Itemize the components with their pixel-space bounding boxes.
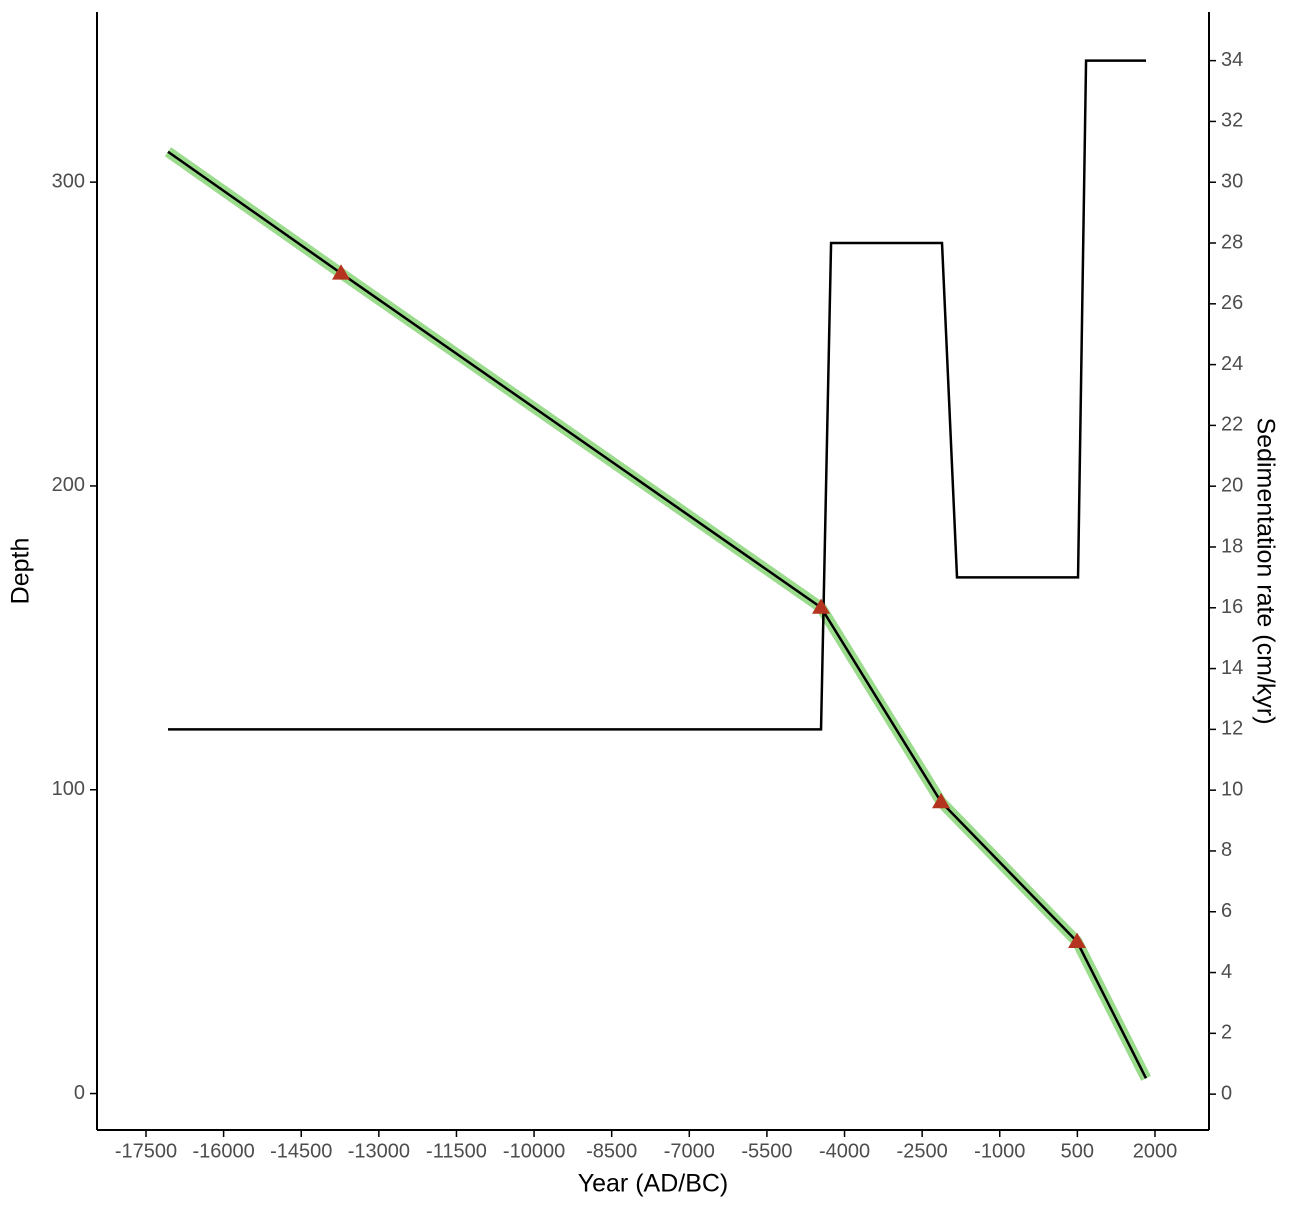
y2-tick-label: 18: [1221, 535, 1243, 557]
x-tick-label: -10000: [503, 1140, 565, 1162]
y2-tick-label: 32: [1221, 110, 1243, 132]
y2-tick-label: 14: [1221, 657, 1243, 679]
uncertainty-band: [164, 147, 1151, 1081]
date-marker: [932, 792, 951, 809]
y2-tick-label: 6: [1221, 900, 1232, 922]
y2-tick-label: 10: [1221, 778, 1243, 800]
y-tick-label: 100: [52, 778, 85, 800]
x-tick-label: -11500: [426, 1140, 487, 1162]
y2-tick-label: 22: [1221, 414, 1243, 436]
date-marker: [812, 598, 831, 614]
y2-tick-label: 0: [1221, 1082, 1232, 1104]
x-tick-label: 2000: [1133, 1140, 1178, 1162]
x-tick-label: -16000: [192, 1140, 254, 1162]
x-tick-label: -4000: [819, 1140, 870, 1162]
date-marker: [332, 264, 351, 280]
y2-tick-label: 2: [1221, 1022, 1232, 1044]
x-tick-label: -1000: [974, 1140, 1025, 1162]
y2-tick-label: 16: [1221, 596, 1243, 618]
y2-tick-label: 24: [1221, 353, 1243, 375]
x-tick-label: -7000: [664, 1140, 715, 1162]
date-marker: [1068, 932, 1087, 948]
x-tick-label: -17500: [115, 1140, 177, 1162]
y2-tick-label: 28: [1221, 231, 1243, 253]
x-tick-label: -13000: [348, 1140, 410, 1162]
rate-line: [167, 59, 1147, 731]
y2-tick-label: 8: [1221, 839, 1232, 861]
x-tick-label: -14500: [270, 1140, 332, 1162]
depth-line: [167, 150, 1148, 1079]
y2-tick-label: 30: [1221, 171, 1243, 193]
y-tick-label: 0: [74, 1082, 85, 1104]
y2-axis-title: Sedimentation rate (cm/kyr): [1251, 417, 1279, 724]
y2-tick-label: 4: [1221, 961, 1232, 983]
y2-tick-label: 12: [1221, 718, 1243, 740]
y-axis-title: Depth: [7, 538, 35, 605]
x-axis-title: Year (AD/BC): [578, 1170, 729, 1198]
y-tick-label: 200: [52, 474, 85, 496]
y2-tick-label: 34: [1221, 49, 1243, 71]
x-tick-label: -8500: [586, 1140, 637, 1162]
y2-tick-label: 26: [1221, 292, 1243, 314]
x-tick-label: 500: [1061, 1140, 1094, 1162]
y-tick-label: 300: [52, 170, 85, 192]
x-tick-label: -2500: [897, 1140, 948, 1162]
x-tick-label: -5500: [741, 1140, 792, 1162]
y2-tick-label: 20: [1221, 474, 1243, 496]
